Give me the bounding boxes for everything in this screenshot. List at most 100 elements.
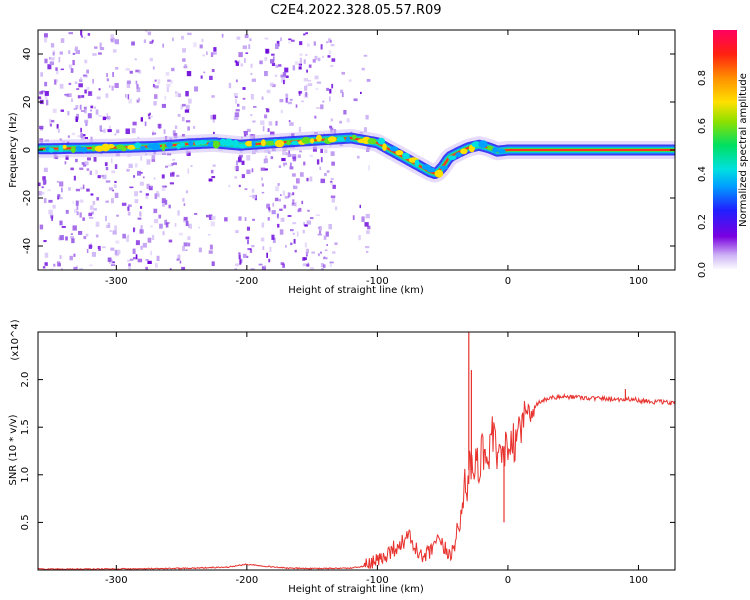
noise-speckle (261, 222, 265, 228)
noise-speckle (181, 35, 184, 40)
noise-speckle (190, 165, 193, 167)
ridge-blob (58, 144, 64, 153)
noise-speckle (320, 44, 323, 50)
noise-speckle (175, 91, 177, 94)
noise-speckle (143, 39, 147, 44)
noise-speckle (360, 91, 362, 94)
noise-speckle (92, 200, 96, 205)
colorbar: 0.0 0.2 0.4 0.6 0.8 Normalized spectral ampl… (697, 30, 749, 278)
ridge-blob (434, 169, 444, 178)
noise-speckle (129, 186, 134, 189)
noise-speckle (145, 259, 149, 261)
noise-speckle (185, 104, 190, 111)
noise-speckle (248, 44, 251, 49)
ridge-blob (345, 136, 351, 143)
noise-speckle (76, 211, 79, 216)
noise-speckle (189, 223, 192, 229)
noise-speckle (298, 207, 302, 212)
noise-speckle (52, 204, 56, 209)
noise-speckle (291, 202, 296, 206)
noise-speckle (292, 192, 295, 196)
noise-speckle (323, 257, 328, 260)
noise-speckle (266, 203, 270, 209)
noise-speckle (84, 119, 89, 123)
x-tick-label: 0 (505, 575, 511, 586)
x-tick-label: -100 (366, 575, 389, 586)
noise-speckle (341, 92, 344, 97)
ridge-blob (286, 140, 291, 146)
noise-speckle (234, 263, 240, 267)
noise-speckle (71, 132, 76, 136)
noise-speckle (96, 96, 101, 100)
noise-speckle (166, 83, 171, 87)
noise-speckle (75, 265, 79, 268)
noise-speckle (234, 112, 240, 117)
noise-speckle (75, 105, 79, 109)
noise-speckle (278, 165, 282, 168)
noise-speckle (38, 96, 42, 100)
noise-speckle (206, 51, 208, 55)
noise-speckle (309, 176, 313, 182)
noise-speckle (285, 97, 288, 103)
noise-speckle (319, 231, 321, 234)
noise-speckle (73, 107, 78, 110)
noise-speckle (157, 79, 161, 85)
noise-speckle (269, 82, 274, 87)
noise-speckle (126, 169, 130, 172)
noise-speckle (154, 94, 158, 99)
noise-speckle (292, 173, 296, 177)
noise-speckle (43, 198, 47, 204)
noise-speckle (93, 106, 96, 109)
noise-speckle (102, 174, 107, 180)
noise-speckle (358, 235, 361, 241)
noise-speckle (275, 120, 278, 126)
snr-x-axis-label: Height of straight line (km) (288, 584, 424, 595)
noise-speckle (299, 57, 302, 63)
noise-speckle (109, 125, 111, 130)
noise-speckle (323, 235, 327, 240)
noise-speckle (82, 184, 85, 190)
ridge-blob (245, 140, 254, 147)
noise-speckle (306, 220, 311, 225)
noise-speckle (145, 193, 149, 196)
noise-speckle (41, 191, 45, 195)
noise-speckle (202, 54, 205, 57)
noise-speckle (210, 115, 215, 120)
noise-speckle (326, 87, 330, 91)
noise-speckle (268, 258, 271, 263)
noise-speckle (49, 57, 51, 60)
noise-speckle (75, 200, 79, 206)
noise-speckle (249, 248, 253, 253)
noise-speckle (148, 116, 151, 120)
noise-speckle (93, 157, 97, 162)
noise-speckle (59, 220, 63, 226)
noise-speckle (246, 169, 251, 174)
noise-speckle (83, 36, 86, 39)
noise-speckle (249, 195, 253, 198)
noise-speckle (84, 59, 88, 64)
noise-speckle (112, 72, 114, 77)
ridge-blob (336, 136, 345, 142)
noise-speckle (314, 75, 319, 80)
noise-speckle (56, 70, 59, 75)
noise-speckle (318, 253, 320, 257)
snr-line (38, 392, 675, 570)
noise-speckle (365, 246, 370, 249)
noise-speckle (320, 104, 324, 110)
noise-speckle (329, 125, 333, 129)
noise-speckle (156, 255, 160, 261)
noise-speckle (58, 263, 61, 267)
ridge-blob (487, 145, 494, 150)
noise-speckle (296, 231, 299, 237)
noise-speckle (209, 75, 213, 80)
noise-speckle (74, 46, 78, 50)
colorbar-tick-label: 0.4 (697, 166, 708, 182)
noise-speckle (125, 68, 130, 71)
noise-speckle (185, 249, 188, 251)
noise-speckle (201, 38, 204, 43)
noise-speckle (98, 245, 101, 251)
noise-speckle (114, 180, 117, 183)
noise-speckle (107, 257, 112, 262)
noise-speckle (44, 81, 48, 87)
noise-speckle (213, 47, 217, 52)
